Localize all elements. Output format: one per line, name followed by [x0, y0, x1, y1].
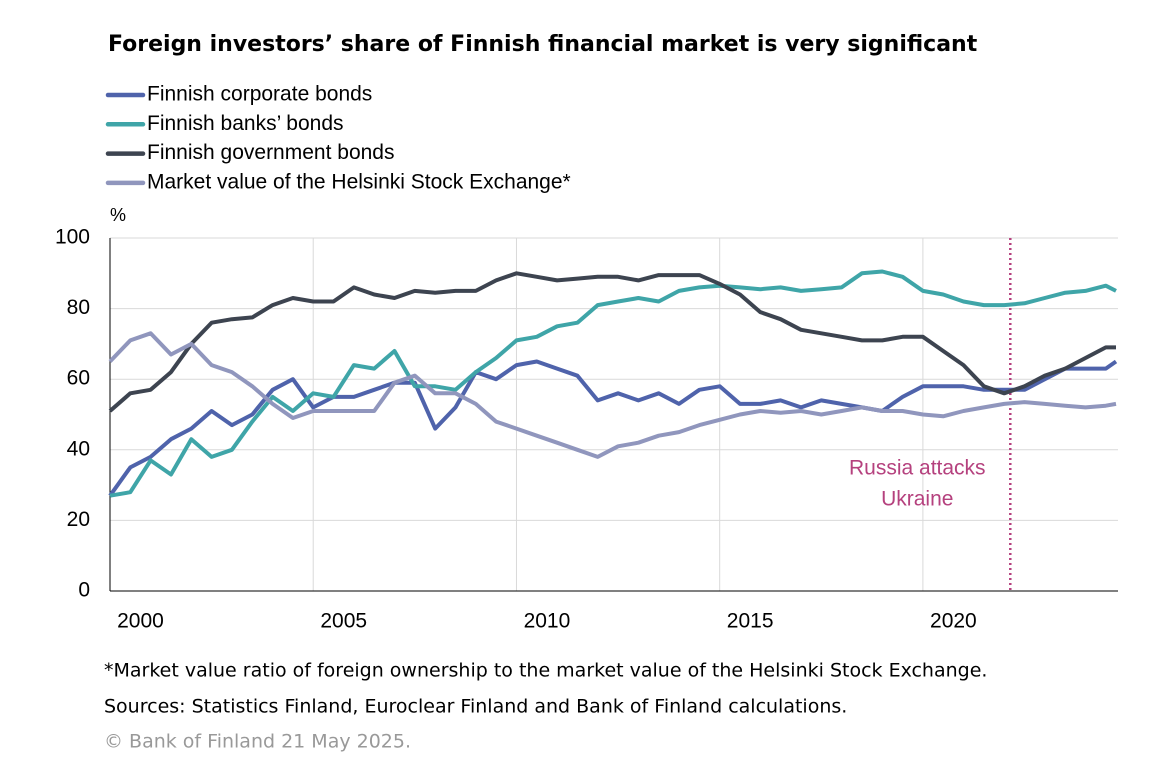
x-tick-label: 2010 [524, 610, 571, 633]
legend-label: Finnish government bonds [147, 141, 394, 164]
y-tick-label: 40 [67, 437, 90, 460]
legend-label: Market value of the Helsinki Stock Excha… [147, 170, 571, 193]
legend-label: Finnish corporate bonds [147, 83, 372, 106]
y-tick-label: 60 [67, 367, 90, 390]
legend-label: Finnish banks’ bonds [147, 112, 344, 135]
footnote: *Market value ratio of foreign ownership… [104, 660, 987, 682]
series-line [108, 271, 1116, 413]
series-line [108, 331, 1117, 459]
x-tick-label: 2000 [117, 610, 164, 633]
footnote: Sources: Statistics Finland, Euroclear F… [104, 696, 847, 718]
credit: © Bank of Finland 21 May 2025. [104, 731, 411, 753]
x-tick-label: 2005 [320, 610, 367, 633]
y-tick-label: 20 [67, 508, 90, 531]
series-line [108, 359, 1118, 497]
y-tick-label: 0 [78, 579, 90, 602]
y-tick-label: 80 [67, 296, 90, 319]
chart-title: Foreign investors’ share of Finnish fina… [108, 32, 978, 57]
x-tick-label: 2015 [727, 610, 774, 633]
x-tick-label: 2020 [930, 610, 977, 633]
annotation-text: Russia attacks [849, 457, 986, 480]
y-unit: % [110, 205, 126, 225]
series-line [109, 269, 1117, 498]
annotation-text: Ukraine [881, 488, 953, 511]
y-tick-label: 100 [55, 226, 90, 249]
